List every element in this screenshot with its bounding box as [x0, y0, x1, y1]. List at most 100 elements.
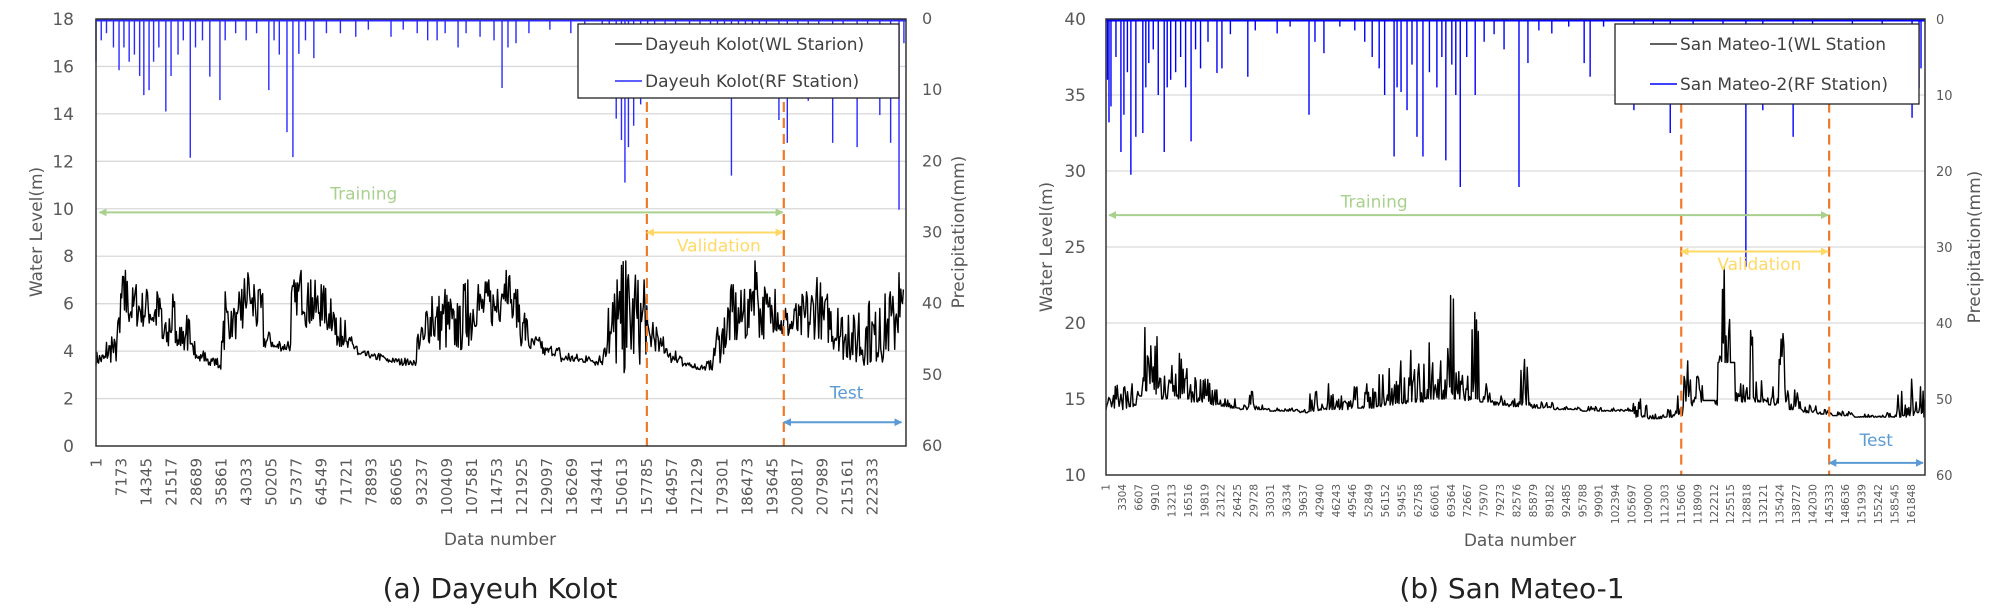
x-tick-label: 66061	[1429, 484, 1441, 517]
y-tick-label: 16	[52, 57, 74, 77]
x-tick-label: 112303	[1659, 484, 1671, 524]
x-tick-label: 109000	[1643, 484, 1655, 524]
x-tick-label: 35861	[212, 458, 230, 506]
x-tick-label: 26425	[1232, 484, 1244, 517]
legend-label-rainfall: San Mateo-2(RF Station)	[1680, 75, 1888, 95]
y2-tick-label: 60	[922, 436, 942, 455]
x-tick-label: 42940	[1314, 484, 1326, 517]
x-tick-label: 59455	[1397, 484, 1409, 517]
plot-frame	[1105, 18, 1926, 476]
x-tick-label: 135424	[1775, 484, 1787, 524]
legend-box	[1614, 23, 1920, 105]
x-tick-label: 150613	[613, 458, 631, 515]
x-tick-label: 158545	[1890, 484, 1902, 524]
x-tick-label: 125515	[1725, 484, 1737, 524]
y-tick-label: 18	[52, 10, 74, 30]
x-tick-label: 1	[1101, 484, 1113, 491]
test-label: Test	[829, 384, 864, 404]
x-tick-label: 69364	[1446, 484, 1458, 518]
plot-frame	[95, 18, 907, 447]
x-tick-label: 222333	[863, 458, 881, 515]
y-tick-label: 15	[1064, 390, 1086, 410]
legend-box	[577, 23, 900, 99]
y-tick-label: 10	[52, 200, 74, 220]
y-tick-label: 10	[1064, 466, 1086, 486]
x-tick-label: 122212	[1709, 484, 1721, 524]
y-tick-label: 40	[1064, 10, 1086, 30]
y-tick-label: 14	[52, 105, 74, 125]
x-tick-label: 99091	[1594, 484, 1606, 517]
x-tick-label: 92485	[1561, 484, 1573, 517]
x-tick-label: 115606	[1676, 484, 1688, 524]
y2-tick-label: 20	[922, 151, 942, 170]
y2-tick-label: 0	[922, 9, 932, 28]
x-tick-label: 100409	[438, 458, 456, 515]
y-tick-label: 12	[52, 152, 74, 172]
y2-tick-label: 0	[1936, 13, 1944, 28]
x-tick-label: 16516	[1183, 484, 1195, 518]
x-tick-label: 179301	[713, 458, 731, 515]
x-tick-label: 43033	[237, 458, 255, 506]
x-tick-label: 79273	[1495, 484, 1507, 517]
y-tick-label: 0	[63, 437, 74, 457]
x-tick-label: 142030	[1807, 484, 1819, 524]
y2-tick-label: 10	[922, 80, 942, 99]
x-tick-label: 132121	[1758, 484, 1770, 524]
validation-label: Validation	[1717, 255, 1801, 275]
y2-tick-label: 40	[1936, 317, 1953, 332]
y-tick-label: 6	[63, 295, 74, 315]
x-tick-label: 129097	[538, 458, 556, 515]
x-tick-label: 151939	[1857, 484, 1869, 524]
x-tick-label: 85879	[1528, 484, 1540, 517]
legend: San Mateo-1(WL Station San Mateo-2(RF St…	[1614, 23, 1920, 105]
x-tick-label: 49546	[1347, 484, 1359, 518]
x-tick-label: 14345	[137, 458, 155, 506]
legend-label-water-level: San Mateo-1(WL Station	[1680, 35, 1886, 55]
y2-tick-label: 50	[922, 365, 942, 384]
chart-dayeuh-kolot: Training Validation Test 0 2 4 6 8 10 12 14 16 18 0 1…	[27, 9, 969, 605]
x-tick-label: 143441	[588, 458, 606, 515]
x-tick-label: 136269	[563, 458, 581, 515]
water-level-series	[95, 260, 905, 374]
x-tick-label: 6607	[1134, 484, 1146, 511]
y-axis-title: Water Level(m)	[1037, 182, 1057, 312]
y2-tick-label: 30	[922, 223, 942, 242]
y-tick-label: 2	[63, 390, 74, 410]
x-tick-label: 200817	[788, 458, 806, 515]
x-tick-label: 13213	[1166, 484, 1178, 517]
x-tick-label: 164957	[663, 458, 681, 515]
split-markers: Training Validation Test	[1108, 102, 1924, 475]
x-tick-label: 128818	[1742, 484, 1754, 524]
x-tick-label: 23122	[1216, 484, 1228, 517]
y2-axis-title: Precipitation(mm)	[1965, 171, 1985, 324]
x-tick-label: 33031	[1265, 484, 1277, 517]
x-tick-label: 9910	[1150, 484, 1162, 511]
x-tick-label: 138727	[1791, 484, 1803, 524]
x-tick-label: 19819	[1199, 484, 1211, 517]
x-tick-label: 28689	[187, 458, 205, 506]
x-tick-label: 148636	[1840, 484, 1852, 524]
x-tick-label: 95788	[1577, 484, 1589, 517]
x-tick-label: 50205	[263, 458, 281, 506]
x-tick-label: 1	[87, 458, 105, 468]
y2-tick-label: 10	[1936, 89, 1953, 104]
training-label: Training	[1340, 192, 1408, 212]
caption: (a) Dayeuh Kolot	[383, 572, 618, 605]
x-tick-label: 155242	[1873, 484, 1885, 524]
x-tick-label: 62758	[1413, 484, 1425, 517]
x-tick-label: 78893	[363, 458, 381, 506]
x-tick-label: 39637	[1298, 484, 1310, 517]
y2-axis-title: Precipitation(mm)	[949, 156, 969, 309]
x-tick-label: 36334	[1281, 484, 1293, 518]
y2-tick-label: 30	[1936, 241, 1953, 256]
x-tick-label: 82576	[1512, 484, 1524, 518]
x-tick-label: 72667	[1462, 484, 1474, 517]
legend: Dayeuh Kolot(WL Starion) Dayeuh Kolot(RF…	[577, 23, 900, 99]
y2-tick-label: 40	[922, 294, 942, 313]
x-tick-label: 157785	[638, 458, 656, 515]
x-tick-label: 3304	[1117, 484, 1129, 511]
x-tick-label: 161848	[1906, 484, 1918, 524]
x-tick-label: 186473	[738, 458, 756, 515]
x-axis-title: Data number	[1464, 531, 1576, 551]
